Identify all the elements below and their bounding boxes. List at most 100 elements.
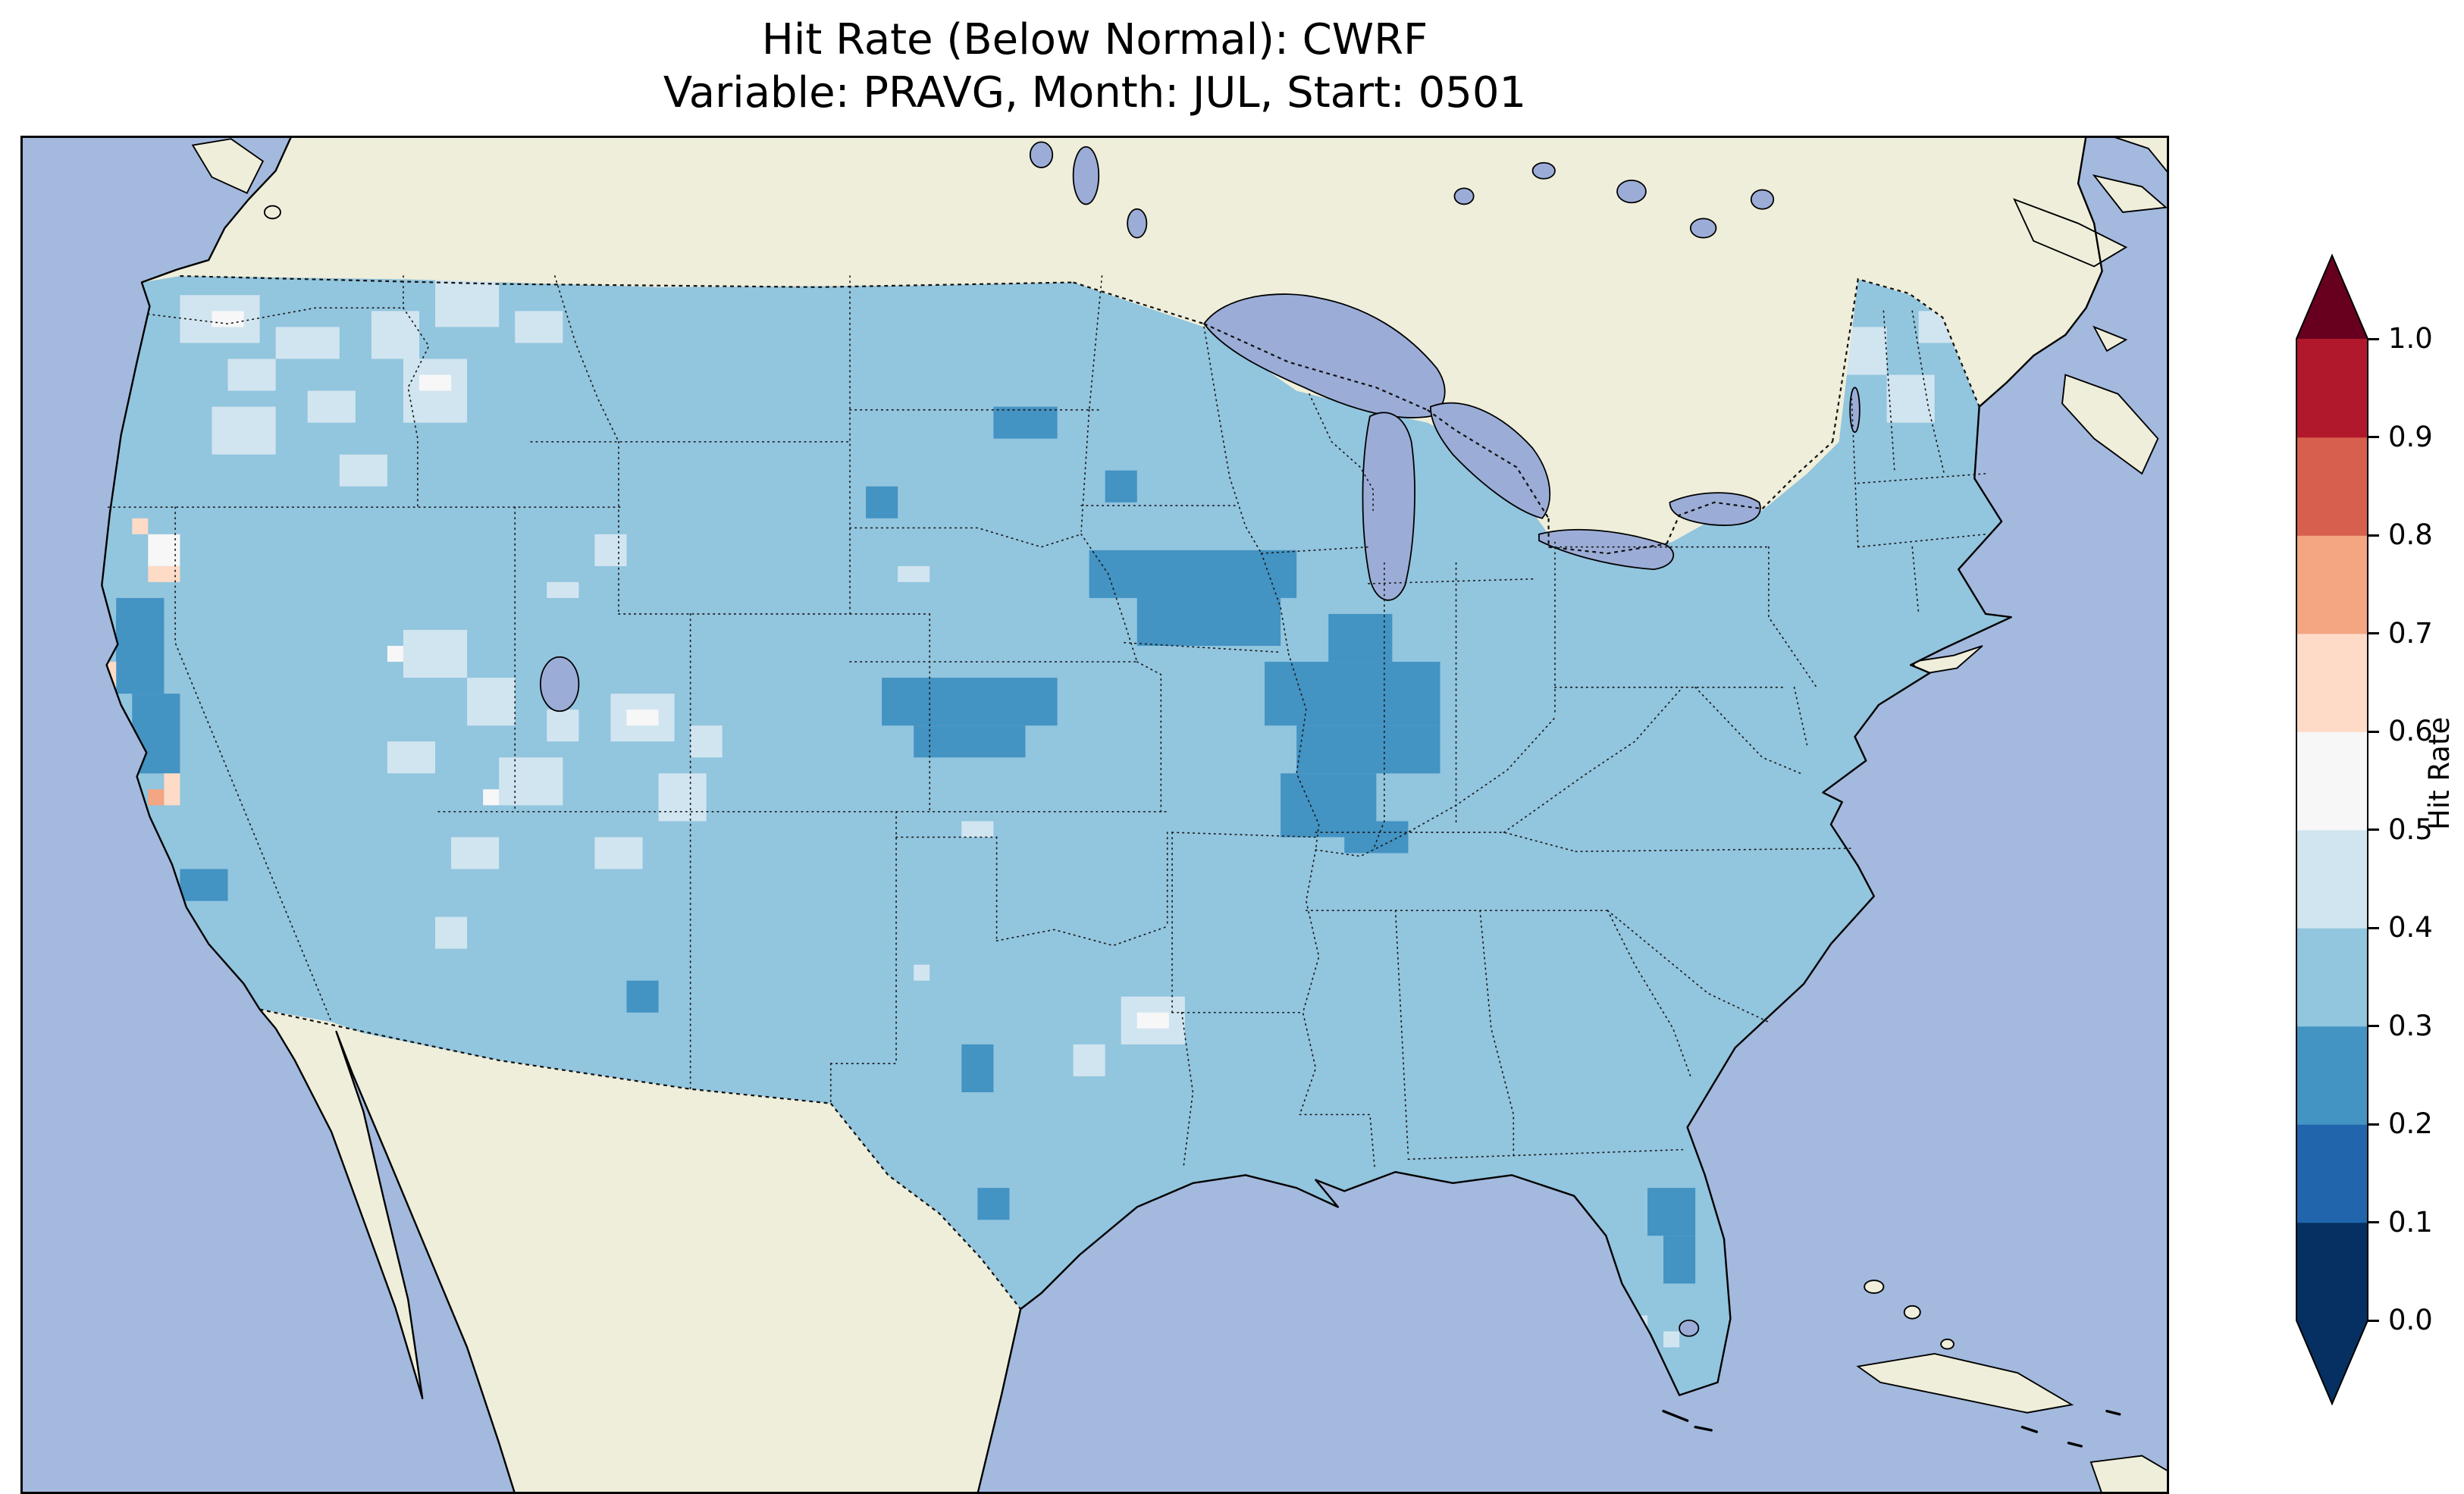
bahamas-island	[1864, 1279, 1885, 1294]
prince-edward-island	[2093, 325, 2128, 352]
colorbar-tick-label: 0.9	[2388, 420, 2433, 453]
heatmap-cell-cluster	[419, 374, 452, 391]
heatmap-cell-cluster	[914, 964, 930, 981]
heatmap-cell-cluster	[993, 406, 1058, 439]
country-borders	[180, 274, 1980, 1310]
heatmap-cell-cluster	[658, 773, 707, 822]
heatmap-cell-cluster	[594, 534, 627, 566]
lake-superior	[1203, 293, 1446, 418]
lake-huron	[1429, 402, 1551, 519]
heatmap-cell-cluster	[435, 916, 468, 949]
bc-island	[263, 205, 281, 220]
lake-of-the-woods	[1127, 208, 1148, 239]
heatmap-cell-cluster	[387, 646, 403, 662]
colorbar-tick-label: 0.2	[2388, 1107, 2433, 1140]
colorbar-tick	[2368, 632, 2379, 634]
colorbar-segment	[2296, 1124, 2368, 1223]
lake-champlain	[1849, 387, 1861, 434]
colorbar-tick-label: 0.4	[2388, 911, 2433, 944]
heatmap-cell-cluster	[371, 311, 419, 359]
heatmap-cell-cluster	[1663, 1236, 1696, 1284]
colorbar-over-arrow	[2296, 255, 2368, 339]
heatmap-cell-cluster	[914, 725, 1026, 758]
colorbar-tick-label: 0.1	[2388, 1205, 2433, 1239]
heatmap-cell-cluster	[547, 581, 579, 598]
heatmap-cell-cluster	[626, 709, 659, 726]
vancouver-island	[191, 138, 265, 194]
heatmap-cell-cluster	[307, 390, 356, 423]
heatmap-cell-cluster	[275, 327, 340, 359]
colorbar-tick	[2368, 926, 2379, 929]
heatmap-cell-cluster	[148, 789, 165, 806]
colorbar-tick-label: 0.6	[2388, 715, 2433, 747]
heatmap-cell-cluster	[1328, 613, 1393, 662]
colorbar-tick-label: 1.0	[2388, 322, 2433, 355]
colorbar-tick	[2368, 534, 2379, 537]
heatmap-cell-cluster	[690, 725, 723, 758]
colorbar-tick-label: 0.8	[2388, 518, 2433, 551]
heatmap-cell-cluster	[977, 1188, 1010, 1220]
heatmap-cell-cluster	[1136, 597, 1281, 647]
lake-winnipeg	[1072, 146, 1100, 205]
title-line-1: Hit Rate (Below Normal): CWRF	[761, 15, 1428, 64]
title-line-2: Variable: PRAVG, Month: JUL, Start: 0501	[663, 68, 1527, 117]
heatmap-cell-cluster	[132, 518, 149, 534]
colorbar-segment	[2296, 1026, 2368, 1125]
colorbar-segment	[2296, 1222, 2368, 1321]
heatmap-cell-cluster	[180, 869, 228, 901]
heatmap-cell-cluster	[1296, 725, 1440, 774]
heatmap-cell-cluster	[1089, 550, 1297, 598]
heatmap-cell-cluster	[961, 1044, 994, 1092]
colorbar-tick-label: 0.7	[2388, 616, 2433, 650]
colorbar-tick	[2368, 436, 2379, 438]
canadian-lake	[1531, 161, 1556, 180]
heatmap-cell-cluster	[898, 565, 930, 582]
island-dashes	[1662, 1409, 2121, 1448]
heatmap-cell-cluster	[882, 678, 1058, 726]
colorbar-segment	[2296, 633, 2368, 732]
anticosti-island	[2092, 174, 2168, 213]
heatmap-cell-cluster	[212, 406, 276, 455]
cuba	[1856, 1352, 2074, 1414]
colorbar-under-arrow	[2296, 1320, 2368, 1404]
canadian-lake	[1689, 218, 1717, 239]
colorbar-tick	[2368, 730, 2379, 733]
axes-frame	[20, 136, 2169, 1494]
heatmap-layer	[102, 276, 2011, 1395]
colorbar-tick	[2368, 1221, 2379, 1223]
colorbar-segment	[2296, 928, 2368, 1027]
heatmap-cell-cluster	[547, 709, 579, 742]
colorbar-segment	[2296, 731, 2368, 831]
colorbar-tick	[2368, 828, 2379, 831]
heatmap-cell-cluster	[403, 630, 468, 678]
colorbar-tick	[2368, 1025, 2379, 1027]
heatmap-cell-cluster	[1663, 1331, 1680, 1348]
colorbar-tick-label: 0.5	[2388, 813, 2433, 846]
heatmap-cell-cluster	[483, 789, 500, 806]
lake-okeechobee	[1679, 1319, 1700, 1337]
heatmap-cell-cluster	[116, 597, 165, 694]
heatmap-cell-cluster	[1105, 470, 1137, 503]
colorbar-segment	[2296, 829, 2368, 929]
heatmap-cell-cluster	[1265, 662, 1440, 726]
coastline	[101, 136, 2103, 1494]
great-salt-lake	[539, 656, 580, 713]
heatmap-cell-cluster	[227, 359, 276, 391]
heatmap-cell-cluster	[515, 311, 563, 343]
heatmap-cell-cluster	[626, 980, 659, 1013]
heatmap-cell-cluster	[499, 757, 563, 806]
colorbar-tick-label: 0.0	[2388, 1304, 2433, 1336]
colorbar-tick	[2368, 337, 2379, 340]
us-hit-rate-map	[20, 136, 2169, 1494]
bahamas-island	[1940, 1339, 1955, 1350]
colorbar-tick	[2368, 1123, 2379, 1126]
heatmap-cell-cluster	[1073, 1044, 1105, 1076]
heatmap-cell-cluster	[339, 454, 387, 487]
heatmap-cell-cluster	[866, 486, 898, 518]
heatmap-cell-cluster	[467, 678, 516, 726]
canadian-lake	[1453, 187, 1475, 205]
heatmap-cell-cluster	[1136, 1012, 1169, 1029]
colorbar-axis-label: Hit Rate	[2423, 716, 2456, 830]
lake-ontario	[1669, 492, 1761, 526]
